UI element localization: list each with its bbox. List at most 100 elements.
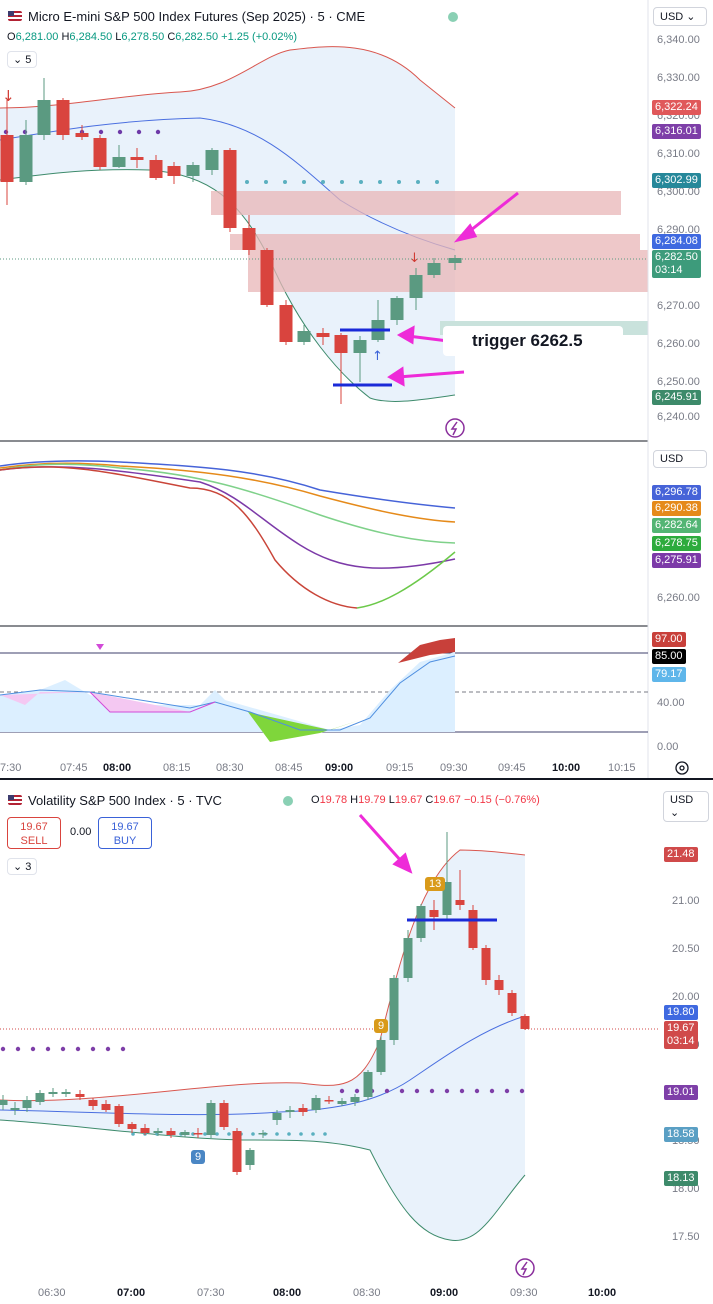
price-axis-label: 6,260.00 (657, 338, 700, 350)
lightning-icon[interactable] (515, 1258, 535, 1278)
osc-fill-green (248, 712, 360, 742)
down-arrow-icon: ↓ (2, 87, 15, 105)
candle-body (390, 298, 404, 320)
ma-axis-label: 6,260.00 (657, 592, 700, 604)
pivot-dot (251, 1132, 255, 1136)
osc-marker-triangle (96, 644, 104, 650)
candle-body (0, 1100, 8, 1105)
pivot-dot (459, 1088, 465, 1094)
candle-body (61, 1092, 71, 1094)
price-axis-label: 6,310.00 (657, 148, 700, 160)
candle-body (311, 1098, 321, 1110)
vix-interval-toggle-button[interactable]: ⌄ 3 (7, 858, 38, 875)
price-axis-label: 6,340.00 (657, 34, 700, 46)
price-tag-vix-5: 18.13 (664, 1171, 698, 1186)
price-tag-osc-2: 79.17 (652, 667, 686, 682)
osc-fill-pink (0, 692, 190, 712)
candle-body (219, 1103, 229, 1127)
pivot-dot (339, 1088, 345, 1094)
price-tag-ma-3: 6,278.75 (652, 536, 701, 551)
candle-body (455, 900, 465, 905)
price-tag-top-0: 6,322.24 (652, 100, 701, 115)
pivot-dot (283, 180, 287, 184)
candle-body (494, 980, 504, 990)
pivot-dot (340, 180, 344, 184)
pivot-dot (22, 129, 28, 135)
pivot-dot (45, 1046, 51, 1052)
candle-body (180, 1132, 190, 1135)
gear-icon[interactable] (675, 761, 689, 775)
candle-body (93, 138, 107, 167)
vix-time-axis-label: 08:00 (273, 1287, 302, 1299)
pivot-dot (504, 1088, 510, 1094)
vix-time-axis-label: 07:00 (117, 1287, 146, 1299)
candle-body (316, 333, 330, 337)
price-tag-top-1: 6,316.01 (652, 124, 701, 139)
price-axis-label: 6,290.00 (657, 224, 700, 236)
price-tag-osc-1: 85.00 (652, 649, 686, 664)
pivot-dot (30, 1046, 36, 1052)
badge-13: 13 (425, 877, 446, 891)
candle-body (56, 100, 70, 135)
pivot-dot (0, 1046, 6, 1052)
bollinger-band-fill (0, 46, 455, 402)
badge-9-orange: 9 (374, 1019, 389, 1033)
price-tag-vix-0: 21.48 (664, 847, 698, 862)
vix-symbol-title[interactable]: Volatility S&P 500 Index · 5 · TVC (28, 793, 222, 808)
candle-body (260, 250, 274, 305)
pivot-dot (359, 180, 363, 184)
price-tag-ma-2: 6,282.64 (652, 518, 701, 533)
pivot-dot (245, 180, 249, 184)
bollinger-basis-line (0, 117, 456, 251)
symbol-title[interactable]: Micro E-mini S&P 500 Index Futures (Sep … (28, 9, 366, 24)
vix-price-axis-label: 21.00 (672, 895, 700, 907)
interval-toggle-button[interactable]: ⌄ 5 (7, 51, 38, 68)
vix-annotation-arrow (358, 814, 413, 874)
vix-lower-band (0, 1119, 526, 1241)
lightning-icon[interactable] (445, 418, 465, 438)
time-axis-label: 09:45 (498, 762, 526, 774)
candle-body (481, 948, 491, 980)
price-tag-vix-3: 19.01 (664, 1085, 698, 1100)
candle-body (468, 910, 478, 948)
sell-button[interactable]: 19.67 SELL (7, 817, 61, 849)
zone-rect-3 (248, 250, 648, 292)
pivot-dot (215, 1132, 219, 1136)
up-arrow-icon: ↑ (372, 349, 383, 364)
currency-dropdown[interactable]: USD ⌄ (653, 7, 707, 26)
candle-body (75, 133, 89, 137)
vix-price-axis-label: 20.50 (672, 943, 700, 955)
price-tag-vix-1: 19.80 (664, 1005, 698, 1020)
candle-body (167, 166, 181, 176)
pivot-dot (287, 1132, 291, 1136)
candle-body (334, 335, 348, 353)
ma-pane-currency[interactable]: USD (653, 450, 707, 468)
pivot-dot (299, 1132, 303, 1136)
pivot-dot (416, 180, 420, 184)
candle-body (427, 263, 441, 275)
vix-price-axis-label: 20.00 (672, 991, 700, 1003)
pivot-dot (397, 180, 401, 184)
vix-currency-dropdown[interactable]: USD ⌄ (663, 791, 709, 822)
pivot-dot (75, 1046, 81, 1052)
pivot-dot (264, 180, 268, 184)
candle-body (130, 157, 144, 160)
ohlc-readout: O6,281.00 H6,284.50 L6,278.50 C6,282.50 … (7, 31, 297, 43)
vix-time-axis-label: 08:30 (353, 1287, 381, 1299)
candle-body (75, 1094, 85, 1097)
vix-ohlc-readout: O19.78 H19.79 L19.67 C19.67 −0.15 (−0.76… (311, 794, 540, 806)
candle-body (363, 1072, 373, 1097)
buy-button[interactable]: 19.67 BUY (98, 817, 152, 849)
pivot-dots-teal (245, 180, 439, 184)
chevron-down-icon: ⌄ (670, 807, 680, 819)
candle-body (37, 100, 51, 135)
vix-time-axis-label: 10:00 (588, 1287, 617, 1299)
pivot-dot (117, 129, 123, 135)
time-axis-label: 07:45 (60, 762, 88, 774)
candle-body (409, 275, 423, 298)
osc-line-magenta (89, 691, 216, 713)
pivot-dot (378, 180, 382, 184)
time-axis-label: 7:30 (0, 762, 22, 774)
pivot-dot (3, 129, 9, 135)
